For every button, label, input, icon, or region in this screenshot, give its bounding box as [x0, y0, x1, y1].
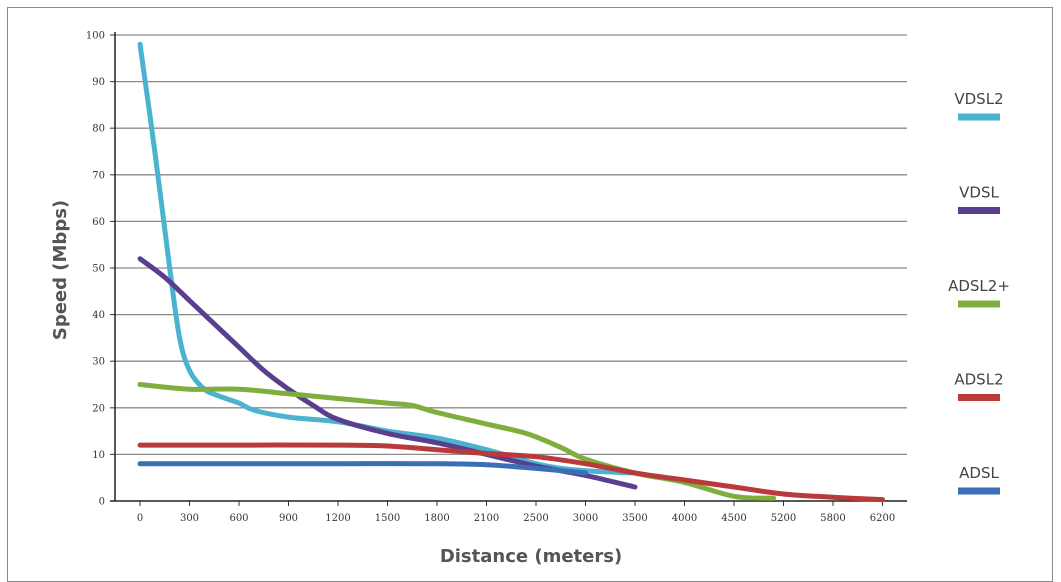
x-tick-label: 300 [180, 513, 199, 524]
x-tick-label: 900 [279, 513, 298, 524]
x-tick-label: 3500 [622, 513, 647, 524]
line-chart: 0 10 20 30 40 50 60 70 80 90 100 0 300 600 900 1200 150… [50, 31, 1010, 568]
x-tick-label: 1500 [375, 513, 400, 524]
x-axis-title: Distance (meters) [440, 546, 622, 567]
x-tick-label: 600 [229, 513, 248, 524]
x-tick-label: 5200 [771, 513, 796, 524]
y-tick-label: 30 [92, 357, 105, 368]
gridlines [115, 34, 907, 456]
y-tick-label: 50 [92, 264, 105, 275]
y-tick-label: 90 [92, 77, 105, 88]
x-tick-label: 3000 [573, 513, 598, 524]
y-tick-label: 0 [99, 497, 105, 508]
y-axis-title: Speed (Mbps) [50, 200, 71, 340]
y-tick-label: 10 [92, 450, 105, 461]
legend-label-adsl2: ADSL2 [954, 371, 1003, 389]
x-tick-label: 6200 [870, 513, 895, 524]
y-tick-label: 80 [92, 124, 105, 135]
x-tick-label: 1800 [424, 513, 449, 524]
series-line-vdsl [137, 256, 638, 490]
series-lines [137, 41, 885, 503]
x-tick-label: 2100 [474, 513, 499, 524]
y-tick-label: 100 [86, 31, 105, 42]
y-tick-label: 70 [92, 170, 105, 181]
legend-label-vdsl: VDSL [959, 184, 999, 202]
legend-label-adsl2-plus: ADSL2+ [948, 277, 1010, 295]
y-tick-label: 60 [92, 217, 105, 228]
x-tick-label: 1200 [325, 513, 350, 524]
series-line-vdsl2 [137, 41, 638, 476]
y-tick-label: 40 [92, 310, 105, 321]
series-line-adsl [137, 461, 588, 476]
x-tick-label: 2500 [523, 513, 548, 524]
legend-label-adsl: ADSL [959, 464, 999, 482]
axes [110, 32, 907, 502]
x-tick-label: 4000 [672, 513, 697, 524]
x-tick-label: 4500 [721, 513, 746, 524]
legend: VDSL2 VDSL ADSL2+ ADSL2 ADSL [948, 90, 1010, 495]
x-tick-label: 0 [137, 513, 143, 524]
legend-label-vdsl2: VDSL2 [954, 90, 1003, 108]
x-axis-ticks: 0 300 600 900 1200 1500 1800 2100 2500 3000 3500 40… [137, 501, 895, 524]
y-axis-ticks: 0 10 20 30 40 50 60 70 80 90 100 [86, 31, 115, 508]
y-tick-label: 20 [92, 403, 105, 414]
x-tick-label: 5800 [820, 513, 845, 524]
series-line-adsl2 [137, 442, 885, 503]
